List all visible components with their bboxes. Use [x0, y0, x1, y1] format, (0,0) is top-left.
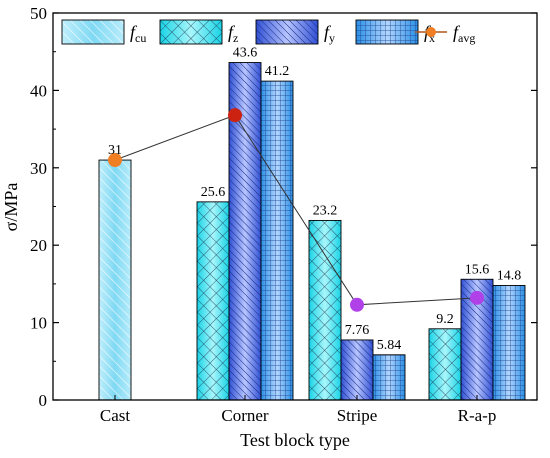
data-label: 25.6: [201, 185, 226, 200]
data-label: 31: [108, 143, 122, 158]
bar-pattern-f_cu-Cast: [98, 159, 132, 401]
legend: fcufzfyfxfavg: [61, 19, 475, 45]
data-label: 23.2: [313, 203, 338, 218]
avg-line: [114, 114, 478, 306]
x-tick-label: Cast: [100, 406, 131, 425]
legend-label-f_y: fy: [324, 22, 335, 45]
legend-swatch-pattern-f_x: [355, 19, 419, 45]
avg-marker: [350, 297, 364, 312]
y-axis-title: σ/MPa: [1, 183, 21, 232]
x-tick-label: Corner: [221, 406, 269, 425]
y-tick-label: 30: [30, 159, 47, 178]
avg-marker: [470, 290, 484, 305]
legend-swatch-pattern-f_cu: [61, 19, 125, 45]
avg-marker: [108, 153, 122, 168]
bar-pattern-f_x-Corner: [260, 80, 294, 401]
data-label: 41.2: [265, 64, 290, 79]
data-label: 5.84: [377, 338, 402, 353]
legend-label-f_avg: favg: [453, 22, 475, 45]
y-tick-label: 40: [30, 81, 47, 100]
bar-pattern-f_z-Corner: [196, 201, 230, 401]
legend-marker-f_avg: [426, 27, 436, 37]
bar-pattern-f_x-Stripe: [372, 354, 406, 401]
y-tick-label: 50: [30, 4, 47, 23]
legend-label-f_z: fz: [228, 22, 238, 45]
bar-pattern-f_x-R-a-p: [492, 284, 526, 401]
bar-pattern-f_z-Stripe: [308, 219, 342, 401]
avg-marker: [228, 108, 242, 123]
data-label: 7.76: [345, 323, 370, 338]
bar-pattern-f_y-Stripe: [340, 339, 374, 401]
legend-swatch-pattern-f_y: [255, 19, 319, 45]
y-tick-label: 10: [30, 314, 47, 333]
legend-label-f_cu: fcu: [130, 22, 146, 45]
data-label: 14.8: [497, 268, 522, 283]
data-label: 9.2: [436, 312, 454, 327]
legend-swatch-pattern-f_z: [159, 19, 223, 45]
data-label: 43.6: [233, 46, 258, 61]
x-tick-label: R-a-p: [458, 406, 497, 425]
bar-pattern-f_z-R-a-p: [428, 328, 462, 401]
x-tick-label: Stripe: [337, 406, 378, 425]
y-tick-label: 20: [30, 236, 47, 255]
data-label: 15.6: [465, 262, 490, 277]
x-axis-title: Test block type: [240, 430, 350, 450]
y-tick-label: 0: [39, 391, 48, 410]
